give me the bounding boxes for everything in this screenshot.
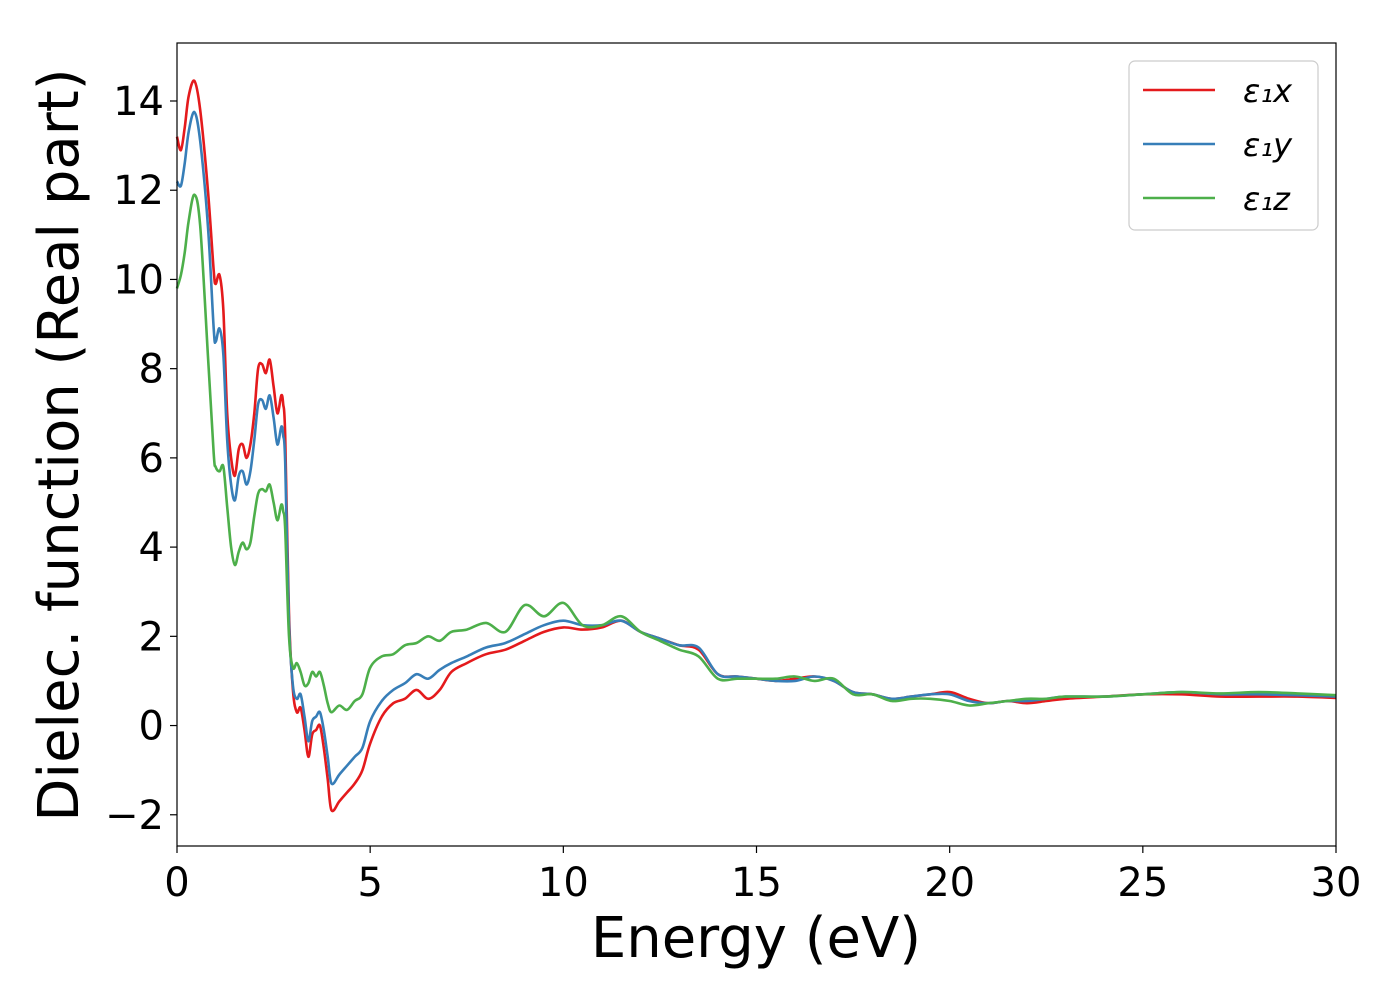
x-tick-label: 0 — [164, 860, 189, 906]
y-tick-label: 14 — [113, 79, 164, 125]
y-tick-label: 6 — [139, 436, 164, 482]
legend-box — [1128, 60, 1319, 231]
y-axis-ticks: −2 0 2 4 6 8 10 12 14 — [105, 79, 177, 839]
x-axis-ticks: 0 5 10 15 20 25 30 — [164, 846, 1361, 906]
y-tick-label: 4 — [139, 525, 164, 571]
series-line-2 — [175, 110, 1337, 786]
legend-label-3: ε₁z — [1243, 180, 1291, 218]
y-axis-label: Dielec. function (Real part) — [27, 68, 92, 821]
legend-label-2: ε₁y — [1243, 126, 1293, 164]
x-tick-label: 10 — [538, 860, 589, 906]
x-tick-label: 5 — [357, 860, 382, 906]
y-tick-label: 12 — [113, 168, 164, 214]
x-tick-label: 30 — [1311, 860, 1362, 906]
y-tick-label: 10 — [113, 257, 164, 303]
legend-label-1: ε₁x — [1243, 72, 1293, 110]
legend: ε₁x ε₁y ε₁z — [1128, 60, 1319, 231]
series-lines — [175, 79, 1337, 813]
x-axis-label: Energy (eV) — [591, 906, 921, 971]
series-line-3 — [175, 193, 1337, 714]
x-tick-label: 20 — [924, 860, 975, 906]
y-tick-label: 0 — [139, 704, 164, 750]
x-tick-label: 25 — [1117, 860, 1168, 906]
x-tick-label: 15 — [731, 860, 782, 906]
y-tick-label: 2 — [139, 614, 164, 660]
y-tick-label: −2 — [105, 793, 164, 839]
y-tick-label: 8 — [139, 347, 164, 393]
